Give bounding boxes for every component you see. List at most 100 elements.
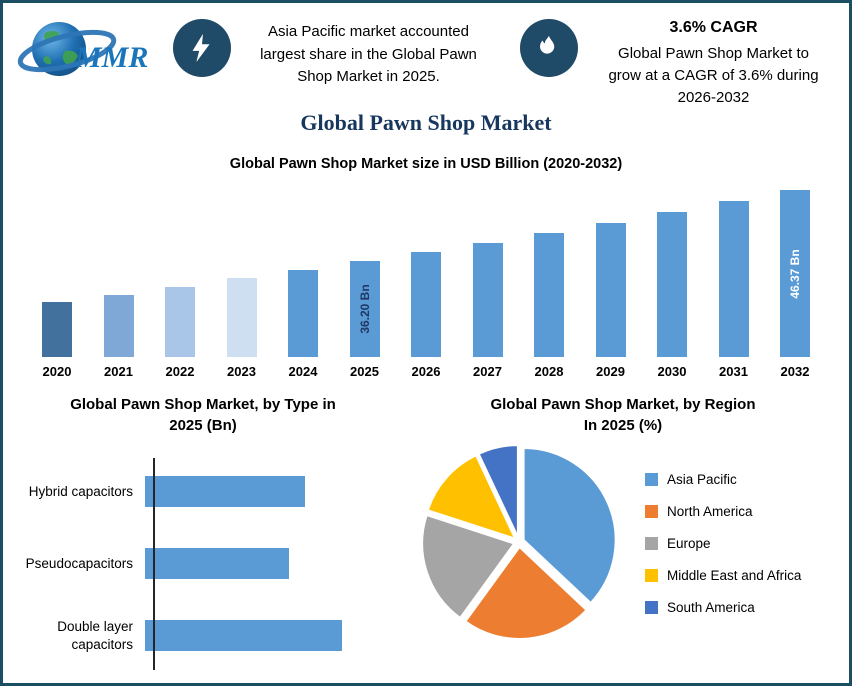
legend-swatch-icon	[645, 473, 658, 487]
bar-slot-2020: 2020	[35, 182, 79, 379]
hbar-2	[145, 620, 342, 652]
flame-badge	[520, 19, 578, 77]
bar-slot-2028: 2028	[527, 182, 571, 379]
header: MMR Asia Pacific market accounted larges…	[3, 3, 849, 108]
cagr-title: 3.6% CAGR	[669, 19, 758, 36]
hbar-row-0: Hybrid capacitors	[17, 456, 389, 528]
bar-slot-2029: 2029	[589, 182, 633, 379]
x-tick-2030: 2030	[657, 364, 687, 380]
x-tick-2032: 2032	[780, 364, 810, 380]
hbar-1	[145, 548, 289, 580]
hbar-0	[145, 476, 305, 508]
pie-slice-north-america	[464, 545, 588, 640]
bar-area-2021	[103, 182, 134, 358]
hbar-row-1: Pseudocapacitors	[17, 528, 389, 600]
bar-slot-2027: 2027	[466, 182, 510, 379]
bar-2030	[657, 212, 687, 358]
bar-area-2020	[42, 182, 72, 358]
bar-slot-2023: 2023	[220, 182, 264, 379]
logo-text: MMR	[74, 41, 148, 74]
legend-swatch-icon	[645, 569, 658, 583]
bar-value-label-2032: 46.37 Bn	[788, 249, 802, 299]
pie-slice-europe	[421, 513, 516, 620]
hbar-row-2: Double layer capacitors	[17, 600, 389, 672]
bar-value-label-2025: 36.20 Bn	[357, 284, 372, 334]
legend-item-asia-pacific: Asia Pacific	[645, 472, 801, 487]
bar-slot-2021: 2021	[97, 182, 141, 379]
x-tick-2027: 2027	[473, 364, 502, 380]
bar-2027	[472, 243, 503, 358]
type-hbar-chart: Hybrid capacitors Pseudocapacitors Double …	[17, 456, 389, 672]
pie-legend: Asia Pacific North America Europe Middle Ea…	[645, 472, 801, 615]
legend-label: North America	[667, 504, 753, 520]
legend-item-south-america: South America	[645, 600, 801, 615]
bar-2025: 36.20 Bn	[349, 261, 380, 358]
x-tick-2025: 2025	[350, 364, 379, 380]
bar-area-2029	[595, 182, 626, 358]
bar-area-2023	[226, 182, 257, 358]
pie-slice-asia-pacific	[522, 446, 617, 605]
bar-slot-2025: 36.20 Bn 2025	[343, 182, 387, 379]
legend-item-middle-east-and-africa: Middle East and Africa	[645, 568, 801, 583]
pie-slice-middle-east-and-africa	[426, 453, 518, 541]
pie-slice-south-america	[477, 443, 519, 538]
bar-area-2026	[411, 182, 441, 358]
x-tick-2029: 2029	[596, 364, 625, 380]
bar-area-2031	[718, 182, 749, 358]
mmr-logo: MMR	[15, 11, 173, 95]
type-chart-panel: Global Pawn Shop Market, by Type in 2025…	[17, 395, 389, 672]
bar-slot-2024: 2024	[281, 182, 325, 379]
bar-2021	[103, 295, 134, 358]
legend-swatch-icon	[645, 505, 658, 519]
x-tick-2022: 2022	[165, 364, 195, 380]
cagr-text: Global Pawn Shop Market to grow at a CAG…	[608, 45, 819, 106]
bottom-section: Global Pawn Shop Market, by Type in 2025…	[3, 395, 849, 672]
bar-area-2025: 36.20 Bn	[349, 182, 380, 358]
bar-2020	[42, 302, 72, 358]
bar-2028	[534, 233, 564, 358]
bar-2026	[411, 252, 441, 358]
x-tick-2024: 2024	[288, 364, 318, 380]
legend-swatch-icon	[645, 537, 658, 551]
bar-slot-2030: 2030	[650, 182, 694, 379]
hbar-label-1: Pseudocapacitors	[25, 555, 133, 571]
bar-area-2030	[657, 182, 687, 358]
x-tick-2021: 2021	[104, 364, 133, 380]
legend-label: South America	[667, 600, 755, 616]
lightning-icon	[192, 33, 210, 63]
hbar-label-2: Double layer capacitors	[57, 619, 133, 652]
region-pie-chart	[421, 443, 617, 640]
region-chart-title: Global Pawn Shop Market, by Region In 20…	[490, 396, 756, 434]
hbar-label-0: Hybrid capacitors	[28, 483, 133, 499]
x-tick-2028: 2028	[534, 364, 564, 380]
x-tick-2026: 2026	[411, 364, 441, 380]
bar-area-2032: 46.37 Bn	[780, 182, 810, 358]
bar-2022	[165, 287, 195, 358]
x-tick-2020: 2020	[42, 364, 72, 380]
x-tick-2031: 2031	[719, 364, 748, 380]
page-title: Global Pawn Shop Market	[300, 110, 552, 136]
legend-swatch-icon	[645, 601, 658, 615]
bar-area-2028	[534, 182, 564, 358]
legend-item-north-america: North America	[645, 504, 801, 519]
bar-area-2024	[288, 182, 318, 358]
highlight-text: Asia Pacific market accounted largest sh…	[260, 23, 477, 85]
legend-label: Middle East and Africa	[667, 568, 802, 584]
legend-item-europe: Europe	[645, 536, 801, 551]
bar-slot-2032: 46.37 Bn 2032	[773, 182, 817, 379]
pie-area: Asia Pacific North America Europe Middle Ea…	[407, 438, 839, 650]
bar-slot-2031: 2031	[712, 182, 756, 379]
bar-chart-title: Global Pawn Shop Market size in USD Bill…	[229, 156, 623, 173]
bar-2023	[226, 278, 257, 358]
bar-2031	[718, 201, 749, 358]
bar-area-2027	[472, 182, 503, 358]
legend-label: Asia Pacific	[667, 472, 737, 488]
region-chart-panel: Global Pawn Shop Market, by Region In 20…	[389, 395, 839, 672]
type-chart-title: Global Pawn Shop Market, by Type in 2025…	[70, 396, 336, 434]
bar-2024	[288, 270, 318, 358]
bar-2029	[595, 223, 626, 358]
bar-2032: 46.37 Bn	[780, 190, 810, 358]
market-size-bar-chart: 2020 2021 2022 2023 2024 36.20 Bn 2025 2026 2027…	[35, 182, 817, 379]
lightning-badge	[173, 19, 231, 77]
